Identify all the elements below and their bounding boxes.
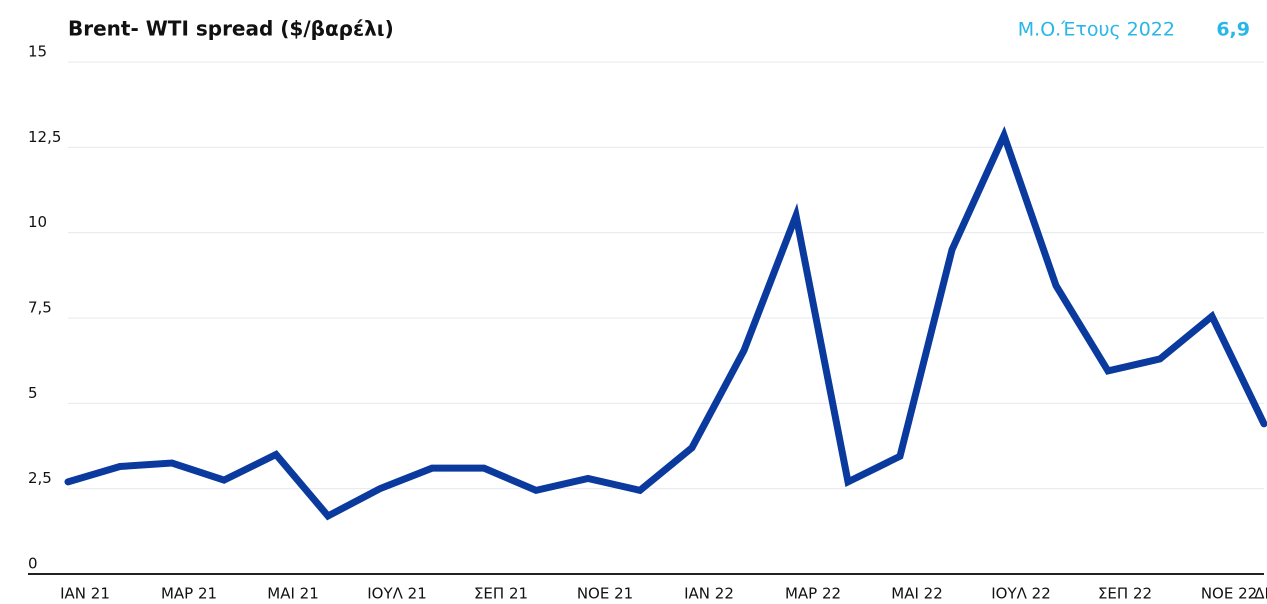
x-tick-label: ΔΕΚ 22 bbox=[1254, 585, 1267, 603]
x-tick-label: ΣΕΠ 22 bbox=[1098, 585, 1152, 603]
x-tick-label: ΙΑΝ 22 bbox=[684, 585, 734, 603]
chart-title: Brent- WTI spread ($/βαρέλι) bbox=[68, 17, 394, 41]
x-tick-label: ΙΑΝ 21 bbox=[60, 585, 110, 603]
line bbox=[64, 125, 1267, 521]
x-tick-label: ΝΟΕ 21 bbox=[577, 585, 633, 603]
y-tick-label: 7,5 bbox=[28, 299, 52, 317]
x-tick-label: ΣΕΠ 21 bbox=[474, 585, 528, 603]
x-tick-label: ΜΑΙ 21 bbox=[267, 585, 318, 603]
y-tick-label: 12,5 bbox=[28, 128, 61, 146]
y-tick-label: 15 bbox=[28, 43, 47, 61]
y-tick-label: 0 bbox=[28, 555, 38, 573]
annotation-value: 6,9 bbox=[1216, 19, 1250, 41]
annotation-label: Μ.Ο.Έτους 2022 bbox=[1018, 19, 1175, 41]
x-tick-label: ΙΟΥΛ 22 bbox=[991, 585, 1051, 603]
x-tick-label: ΜΑΙ 22 bbox=[891, 585, 942, 603]
y-tick-label: 10 bbox=[28, 213, 47, 231]
y-tick-label: 5 bbox=[28, 384, 38, 402]
x-tick-label: ΝΟΕ 22 bbox=[1201, 585, 1257, 603]
x-tick-label: ΜΑΡ 21 bbox=[161, 585, 217, 603]
y-tick-label: 2,5 bbox=[28, 469, 52, 487]
x-tick-label: ΜΑΡ 22 bbox=[785, 585, 841, 603]
x-tick-label: ΙΟΥΛ 21 bbox=[367, 585, 427, 603]
